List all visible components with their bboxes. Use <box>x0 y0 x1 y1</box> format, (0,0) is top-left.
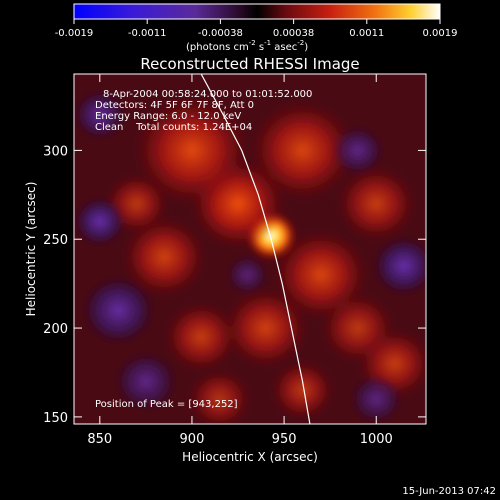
y-axis-label: Heliocentric Y (arcsec) <box>24 182 38 317</box>
svg-text:(photons cm-2 s-1 asec-2): (photons cm-2 s-1 asec-2) <box>186 39 308 53</box>
colorbar-tick-label: -0.00038 <box>198 28 243 39</box>
colorbar-frame <box>73 3 441 20</box>
axis-ticks: 850 900 950 1000 150 200 250 300 <box>43 74 426 447</box>
heatmap-blob-13 <box>271 360 334 420</box>
colorbar-ticks: -0.0019 -0.0011 -0.00038 0.00038 0.0011 0.001… <box>55 19 458 39</box>
colorbar-tick-label: 0.0011 <box>349 28 384 39</box>
heatmap-blob-20 <box>332 125 384 175</box>
heatmap-blob-5 <box>123 217 206 297</box>
y-tick-label: 250 <box>43 233 68 248</box>
footer-timestamp: 15-Jun-2013 07:42 <box>402 486 496 497</box>
heatmap-blob-4 <box>250 101 355 200</box>
y-tick-label: 200 <box>43 322 68 337</box>
heatmap-blob-19 <box>114 351 177 411</box>
x-axis-label: Heliocentric X (arcsec) <box>182 450 318 464</box>
y-tick-label: 300 <box>43 144 68 159</box>
heatmap-blob-18 <box>74 90 126 140</box>
x-tick-label: 900 <box>180 432 205 447</box>
heatmap-blob-17 <box>372 236 426 296</box>
heatmap-blob-22 <box>226 255 268 295</box>
colorbar-tick-label: 0.00038 <box>273 28 314 39</box>
colorbar-unit-label: (photons cm-2 s-1 asec-2) <box>186 39 308 53</box>
y-tick-label: 150 <box>43 411 68 426</box>
annotation-detectors: Detectors: 4F 5F 6F 7F 8F, Att 0 <box>95 100 254 111</box>
annotation-time-range: 8-Apr-2004 00:58:24.000 to 01:01:52.000 <box>103 89 312 100</box>
colorbar-gradient <box>74 4 440 19</box>
colorbar-tick-label: -0.0011 <box>128 28 167 39</box>
annotation-peak: Position of Peak = [943,252] <box>95 399 238 410</box>
x-tick-label: 950 <box>272 432 297 447</box>
chart-title: Reconstructed RHESSI Image <box>140 55 359 73</box>
heatmap-blob-16 <box>74 196 126 246</box>
annotation-energy: Energy Range: 6.0 - 12.0 keV <box>95 111 241 122</box>
x-tick-label: 850 <box>87 432 112 447</box>
colorbar-tick-label: 0.0019 <box>423 28 458 39</box>
plot-frame <box>73 73 427 425</box>
heatmap-image <box>74 90 426 424</box>
heatmap-blob-8 <box>224 288 307 368</box>
solar-limb-curve <box>200 74 311 424</box>
colorbar-tick-label: -0.0019 <box>55 28 94 39</box>
heatmap-blob-3 <box>135 96 249 205</box>
annotation-clean: Clean Total counts: 1.24E+04 <box>95 122 252 133</box>
heatmap-blob-21 <box>350 374 403 424</box>
heatmap-blob-14 <box>188 369 251 424</box>
heatmap-blob-15 <box>82 275 155 345</box>
heatmap-blob-12 <box>165 302 238 372</box>
heatmap-blob-7 <box>337 166 415 241</box>
x-tick-label: 1000 <box>360 432 393 447</box>
